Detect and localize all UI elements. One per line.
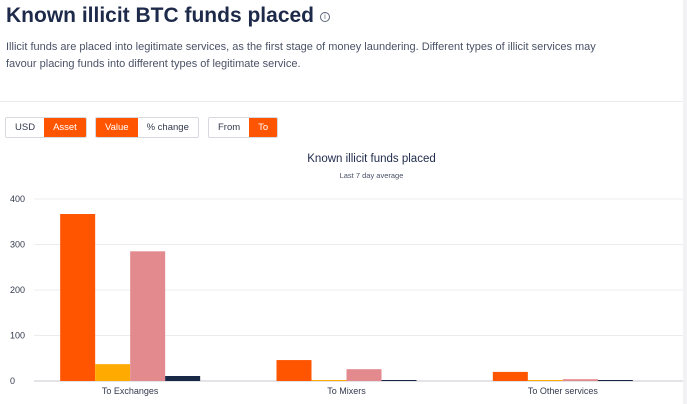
page-title: Known illicit BTC funds placed bbox=[6, 4, 315, 27]
bar-chart: 0 100 200 300 400 To Exchanges To Mixers To Oth… bbox=[10, 194, 683, 396]
page-description: Illicit funds are placed into legitimate… bbox=[6, 41, 596, 70]
y-tick-label: 100 bbox=[10, 331, 25, 341]
header: Known illicit BTC funds placed i bbox=[6, 4, 331, 28]
bar[interactable] bbox=[346, 369, 382, 381]
info-icon[interactable]: i bbox=[320, 12, 331, 22]
y-tick-label: 200 bbox=[10, 285, 25, 295]
bar[interactable] bbox=[311, 380, 347, 381]
chart-subtitle: Last 7 day average bbox=[339, 171, 404, 180]
scrollbar-track[interactable] bbox=[683, 0, 687, 404]
chart-title: Known illicit funds placed bbox=[307, 153, 436, 165]
bar[interactable] bbox=[276, 360, 312, 381]
unit-toggle-group: USD Asset bbox=[5, 117, 87, 138]
x-category-label: To Mixers bbox=[327, 386, 366, 396]
metric-toggle-group: Value % change bbox=[95, 117, 199, 138]
bar[interactable] bbox=[60, 214, 96, 381]
bar[interactable] bbox=[597, 380, 633, 381]
y-tick-label: 0 bbox=[10, 376, 15, 386]
bar[interactable] bbox=[95, 364, 131, 381]
bar[interactable] bbox=[527, 380, 563, 381]
bar[interactable] bbox=[130, 251, 166, 381]
y-tick-label: 300 bbox=[10, 240, 25, 250]
bar[interactable] bbox=[381, 380, 417, 381]
bar[interactable] bbox=[165, 375, 201, 381]
x-category-label: To Other services bbox=[528, 386, 599, 396]
x-category-label: To Exchanges bbox=[102, 386, 159, 396]
toggle-asset[interactable]: Asset bbox=[44, 118, 86, 137]
direction-toggle-group: From To bbox=[208, 117, 279, 138]
toggle-usd[interactable]: USD bbox=[6, 118, 45, 137]
bar[interactable] bbox=[562, 379, 598, 381]
bar[interactable] bbox=[492, 371, 528, 381]
y-tick-label: 400 bbox=[10, 194, 25, 204]
toggle-percent-change[interactable]: % change bbox=[137, 118, 198, 137]
divider bbox=[0, 101, 687, 102]
toggle-from[interactable]: From bbox=[209, 118, 250, 137]
toggle-value[interactable]: Value bbox=[96, 118, 138, 137]
toggle-to[interactable]: To bbox=[249, 118, 278, 137]
